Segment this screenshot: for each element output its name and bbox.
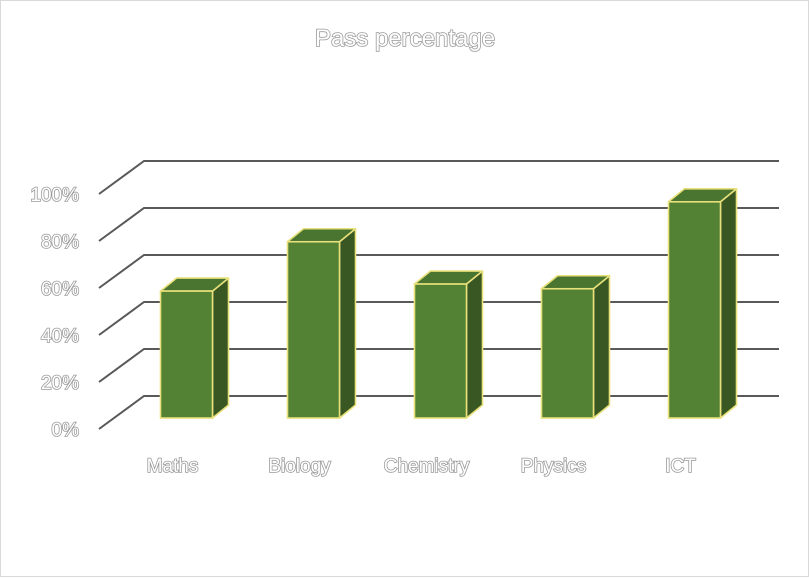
bar <box>159 277 230 419</box>
y-tick-label: 20% <box>41 373 79 394</box>
bar <box>413 270 484 419</box>
x-tick-label: Physics <box>521 456 586 477</box>
bar-side <box>592 274 611 419</box>
y-tick-label: 0% <box>52 420 80 441</box>
gridline <box>98 160 779 195</box>
y-tick-label: 60% <box>41 279 79 300</box>
bar-side <box>211 277 230 419</box>
bar-front <box>286 240 341 419</box>
y-axis: 0% 20% 40% 60% 80% 100% <box>30 184 80 442</box>
bar <box>667 188 738 419</box>
bar-side <box>465 270 484 419</box>
bars <box>159 188 738 419</box>
y-tick-label: 80% <box>41 232 79 253</box>
x-tick-label: Maths <box>147 456 199 477</box>
bar <box>286 227 357 419</box>
x-tick-label: ICT <box>665 456 696 477</box>
bar-front <box>159 290 214 419</box>
gridline <box>98 254 779 289</box>
bar <box>540 274 611 419</box>
bar-front <box>540 287 595 419</box>
chart-title: Pass percentage <box>315 25 495 52</box>
x-axis: Maths Biology Chemistry Physics ICT <box>146 455 697 478</box>
bar-side <box>719 188 738 419</box>
gridline <box>98 207 779 242</box>
x-tick-label: Chemistry <box>384 456 470 477</box>
bar-side <box>338 227 357 419</box>
bar-front <box>667 201 722 419</box>
bar-front <box>413 283 468 419</box>
x-tick-label: Biology <box>268 456 331 477</box>
y-tick-label: 100% <box>30 185 79 206</box>
y-tick-label: 40% <box>41 326 79 347</box>
